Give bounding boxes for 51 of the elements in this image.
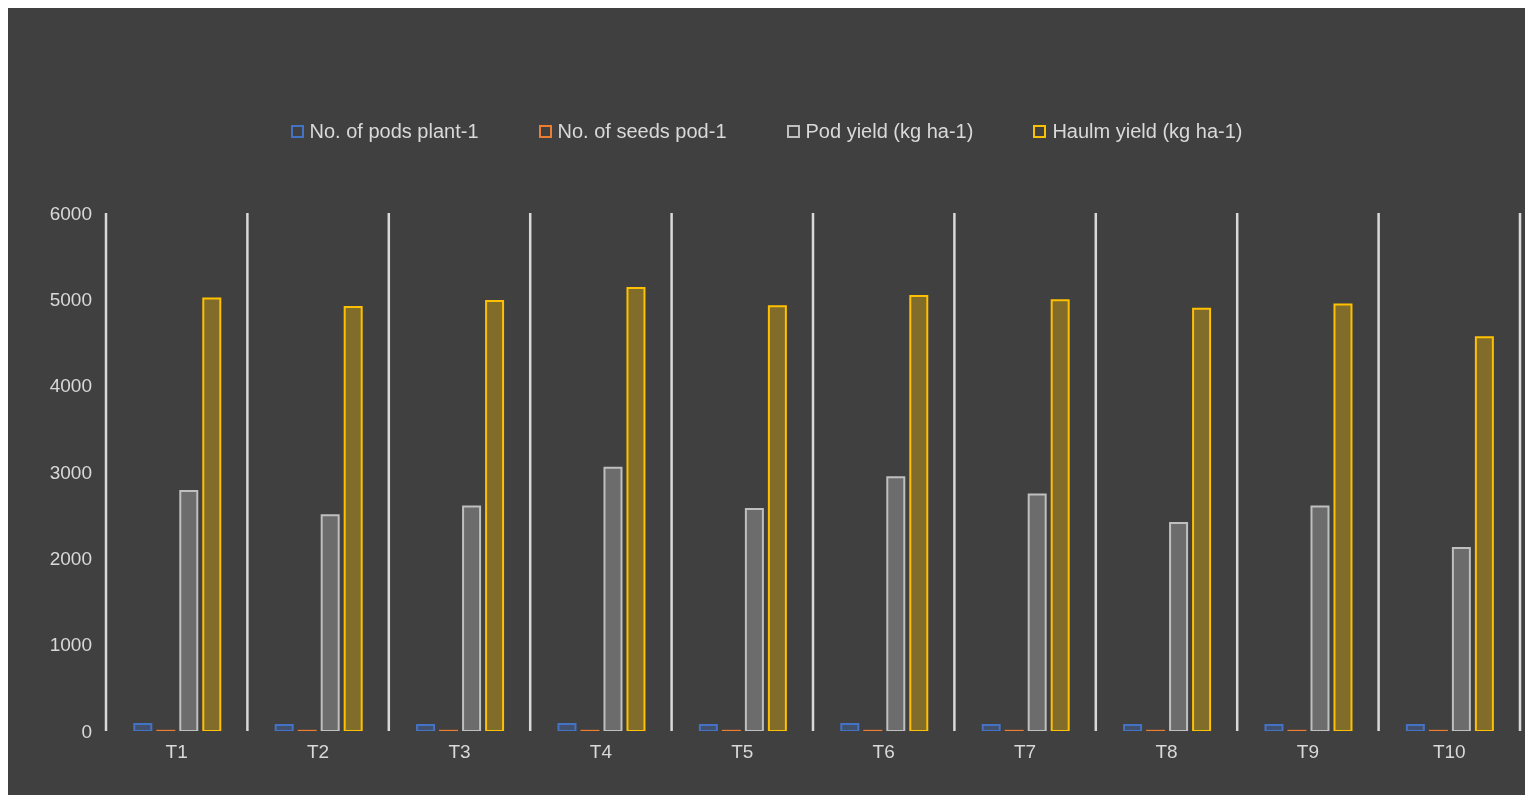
bar [1451, 546, 1471, 731]
legend-label: Pod yield (kg ha-1) [804, 120, 974, 143]
x-tick-label: T4 [589, 741, 613, 763]
bar [626, 287, 646, 731]
x-tick-label: T2 [307, 741, 330, 763]
bar [416, 723, 436, 731]
x-tick-label: T9 [1296, 741, 1319, 763]
bar [1474, 336, 1494, 731]
bar [343, 306, 363, 731]
bar [1027, 493, 1047, 731]
bar [1050, 299, 1070, 731]
bar [603, 466, 623, 731]
bar [1169, 521, 1189, 731]
x-tick-label: T3 [448, 741, 471, 763]
x-tick-label: T10 [1432, 741, 1466, 763]
y-tick-label: 3000 [49, 461, 92, 483]
bar [981, 723, 1001, 731]
bar [179, 489, 199, 731]
y-tick-label: 6000 [49, 202, 92, 224]
bar [840, 723, 860, 731]
bar [202, 297, 222, 731]
bar [767, 305, 787, 731]
bar [462, 505, 482, 731]
x-tick-label: T8 [1155, 741, 1178, 763]
x-tick-label: T7 [1014, 741, 1037, 763]
x-tick-label: T1 [165, 741, 188, 763]
x-tick-label: T5 [731, 741, 754, 763]
bar [274, 723, 294, 731]
y-tick-label: 0 [81, 720, 92, 742]
bar [909, 294, 929, 731]
legend-label: Haulm yield (kg ha-1) [1051, 120, 1243, 143]
bar [1405, 723, 1425, 731]
bar [1192, 307, 1212, 731]
bar [1123, 723, 1143, 731]
y-tick-label: 1000 [49, 634, 92, 656]
bar [1333, 303, 1353, 731]
bar [698, 723, 718, 731]
bar [320, 514, 340, 731]
bar [485, 300, 505, 731]
bar [744, 508, 764, 731]
y-tick-label: 2000 [49, 548, 92, 570]
bar [133, 723, 153, 731]
y-tick-label: 5000 [49, 289, 92, 311]
bar [1310, 505, 1330, 731]
bar [886, 476, 906, 731]
x-tick-label: T6 [872, 741, 895, 763]
legend-label: No. of pods plant-1 [308, 120, 479, 143]
bar [557, 723, 577, 731]
legend-label: No. of seeds pod-1 [556, 120, 727, 143]
bar [1264, 723, 1284, 731]
y-tick-label: 4000 [49, 375, 92, 397]
